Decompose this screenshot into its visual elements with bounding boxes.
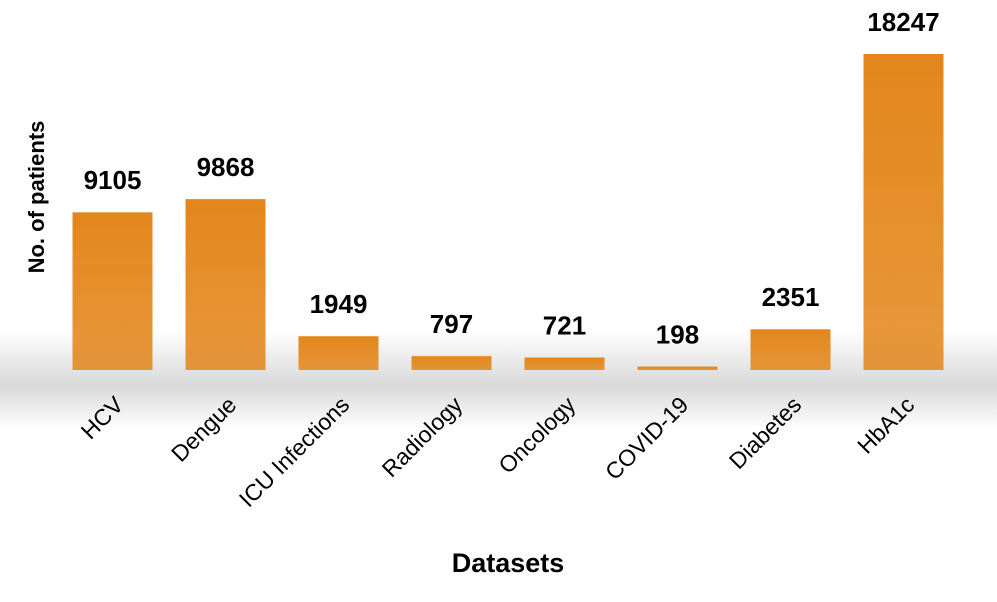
- floor-shadow: [0, 330, 997, 430]
- x-axis-title: Datasets: [452, 548, 565, 578]
- data-label: 797: [430, 309, 473, 339]
- bar: [863, 54, 944, 370]
- bar: [72, 212, 153, 370]
- bar: [637, 366, 718, 370]
- bar: [750, 329, 831, 370]
- bar: [411, 356, 492, 370]
- data-label: 198: [656, 319, 699, 349]
- bar: [185, 199, 266, 370]
- data-label: 721: [543, 310, 586, 340]
- data-label: 9868: [197, 152, 255, 182]
- data-label: 1949: [310, 289, 368, 319]
- data-label: 18247: [867, 7, 939, 37]
- data-label: 2351: [762, 282, 820, 312]
- y-axis-title: No. of patients: [24, 121, 49, 274]
- bar: [298, 336, 379, 370]
- bar: [524, 357, 605, 370]
- data-label: 9105: [84, 165, 142, 195]
